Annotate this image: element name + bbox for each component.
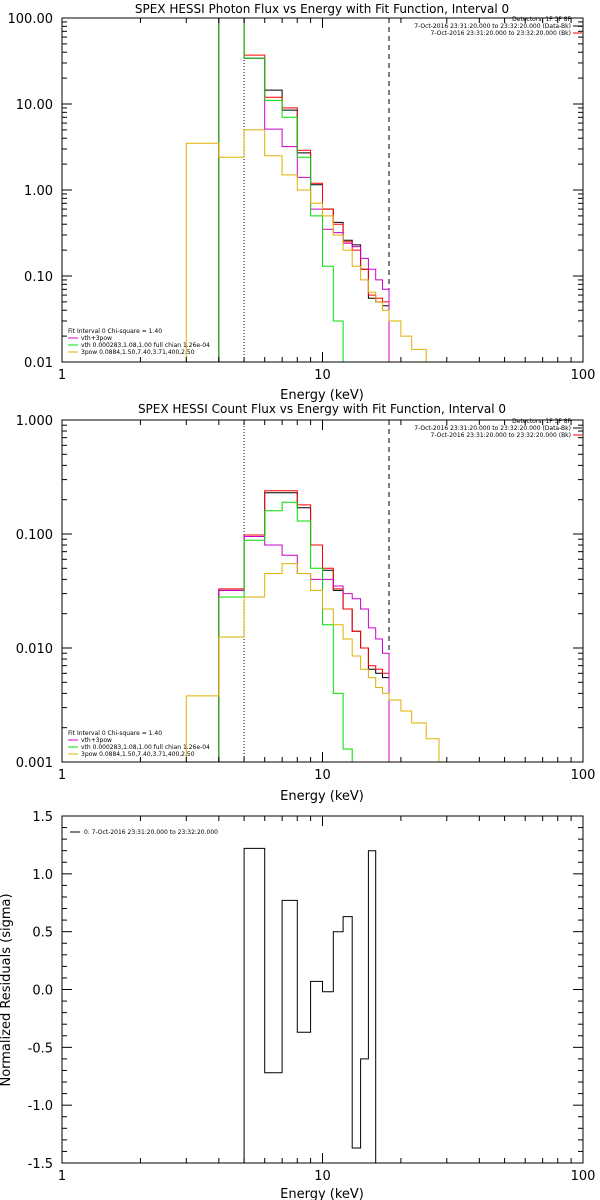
series-residual-step-line: [243, 847, 377, 1163]
legend-bottom-left-entry: 3pow 0.0884,1.50,7.40,3.71,400,2.50: [81, 349, 195, 356]
residuals-xlabel: Energy (keV): [280, 1187, 364, 1200]
residuals-panel: Energy (keV) Normalized Residuals (sigma…: [0, 810, 595, 1200]
legend-bottom-left-entry: Fit Interval 0 Chi-square = 1.40: [68, 730, 162, 737]
y-tick-label: -1.5: [28, 1157, 53, 1172]
x-tick-label: 1: [58, 1169, 66, 1184]
legend-bottom-left-entry: 3pow 0.0884,1.50,7.40,3.71,400,2.50: [81, 751, 195, 758]
count-flux-xlabel: Energy (keV): [280, 789, 364, 804]
y-tick-label: 0.5: [32, 926, 53, 941]
x-tick-label: 10: [314, 768, 331, 783]
series-3pow-step-line: [185, 129, 440, 362]
y-tick-label: 0.0: [32, 984, 53, 999]
legend-bottom-left-entry: vth 0.000283,1.08,1.00 full chian 1.26e-…: [81, 342, 210, 349]
legend-top-right-entry: 7-Oct-2016 23:31:20.000 to 23:32:20.000 …: [431, 432, 572, 439]
x-tick-label: 1: [58, 768, 66, 783]
x-tick-label: 10: [314, 368, 331, 383]
series-fit_total-step-line: [218, 536, 390, 762]
photon-flux-plot: 1 10 100 0.01 0.10 1.00 10.00 100.00 Detectors: …: [8, 12, 596, 383]
legend-top-right-entry: Detectors: 1F 3F 8F: [512, 16, 571, 23]
legend-top-right-entry: Detectors: 1F 3F 8F: [512, 418, 571, 425]
residuals-ylabel: Normalized Residuals (sigma): [0, 893, 14, 1086]
y-tick-label: 10.00: [16, 98, 53, 113]
count-flux-title: SPEX HESSI Count Flux vs Energy with Fit…: [138, 402, 506, 416]
residuals-legend-entry: 0. 7-Oct-2016 23:31:20.000 to 23:32:20.0…: [84, 829, 218, 836]
legend-bottom-left-entry: vth+3pow: [81, 737, 112, 744]
x-tick-label: 1: [58, 368, 66, 383]
series-background-step-line: [218, 490, 390, 762]
series-3pow-step-line: [185, 563, 440, 762]
y-tick-label: 1.000: [16, 414, 53, 429]
series-vth-step-line: [218, 18, 344, 362]
legend-top-right-entry: 7-Oct-2016 23:31:20.000 to 23:32:20.000 …: [414, 23, 571, 30]
photon-flux-panel: SPEX HESSI Photon Flux vs Energy with Fi…: [8, 2, 596, 403]
y-tick-label: 100.00: [8, 12, 54, 27]
x-tick-label: 100: [571, 368, 596, 383]
legend-bottom-left-entry: vth+3pow: [81, 335, 112, 342]
y-tick-label: 0.10: [24, 270, 53, 285]
series-vth-step-line: [218, 501, 353, 762]
residuals-plot: 1 10 100 -1.5 -1.0 -0.5 0.0 0.5 1.0 1.5 0. 7-Oct-2…: [28, 810, 596, 1184]
y-tick-label: 0.010: [16, 642, 53, 657]
y-tick-label: 0.001: [16, 756, 53, 771]
legend-top-right-entry: 7-Oct-2016 23:31:20.000 to 23:32:20.000 …: [414, 425, 571, 432]
count-flux-panel: SPEX HESSI Count Flux vs Energy with Fit…: [16, 402, 596, 804]
legend-top-right-entry: 7-Oct-2016 23:31:20.000 to 23:32:20.000 …: [431, 30, 572, 37]
y-tick-label: 1.0: [32, 868, 53, 883]
x-tick-label: 10: [314, 1169, 331, 1184]
y-tick-label: -0.5: [28, 1041, 53, 1056]
count-flux-plot: 1 10 100 0.001 0.010 0.100 1.000 Detectors: 1F …: [16, 414, 596, 783]
photon-flux-xlabel: Energy (keV): [280, 388, 364, 403]
y-tick-label: -1.0: [28, 1099, 53, 1114]
legend-bottom-left-entry: vth 0.000283,1.08,1.00 full chian 1.26e-…: [81, 744, 210, 751]
y-tick-label: 0.01: [24, 356, 53, 371]
y-tick-label: 1.00: [24, 184, 53, 199]
x-tick-label: 100: [571, 1169, 596, 1184]
x-tick-label: 100: [571, 768, 596, 783]
y-tick-label: 1.5: [32, 810, 53, 825]
legend-bottom-left-entry: Fit Interval 0 Chi-square = 1.40: [68, 328, 162, 335]
y-tick-label: 0.100: [16, 528, 53, 543]
photon-flux-title: SPEX HESSI Photon Flux vs Energy with Fi…: [135, 2, 509, 16]
